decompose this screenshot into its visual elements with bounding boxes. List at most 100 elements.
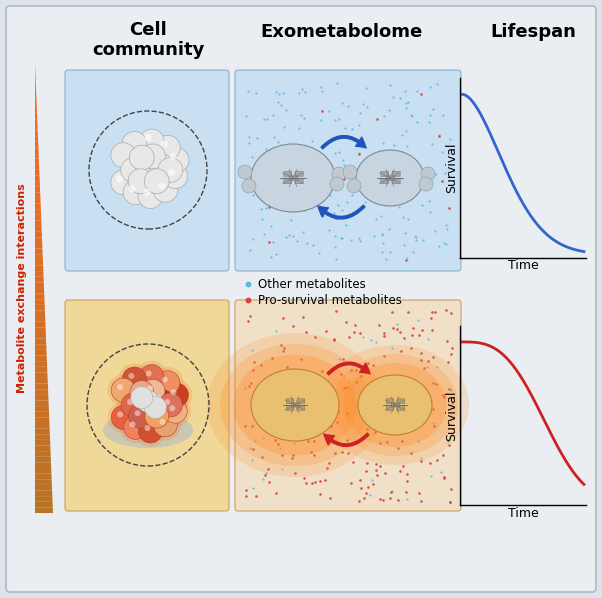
Point [337,447,346,456]
Point [379,328,389,338]
Point [408,111,417,121]
Point [256,414,265,423]
FancyArrowPatch shape [324,433,369,447]
Point [330,242,340,251]
Circle shape [136,386,142,393]
Point [296,397,305,407]
Point [333,78,343,87]
Point [304,398,314,407]
Polygon shape [35,271,43,277]
Point [423,335,433,344]
Point [294,88,304,97]
Point [315,385,325,395]
Circle shape [120,412,150,443]
Polygon shape [35,338,46,344]
Point [409,248,418,257]
Polygon shape [35,333,46,338]
Point [256,360,266,370]
Circle shape [117,411,123,417]
Point [432,169,441,179]
Point [443,437,453,446]
Text: Pro-survival metabolites: Pro-survival metabolites [258,294,402,307]
Polygon shape [35,299,45,305]
Point [251,491,261,501]
Circle shape [155,390,185,420]
Circle shape [164,383,188,407]
Point [385,425,394,434]
FancyBboxPatch shape [286,405,294,410]
Polygon shape [35,282,44,288]
Circle shape [128,169,153,194]
Point [355,475,364,485]
Point [376,211,386,221]
Point [388,173,398,183]
Point [298,372,308,382]
Point [288,450,298,460]
Circle shape [133,390,163,420]
FancyBboxPatch shape [380,172,388,176]
Polygon shape [35,355,47,361]
Circle shape [158,393,182,417]
Polygon shape [35,237,42,243]
FancyBboxPatch shape [386,405,394,410]
Point [347,191,357,200]
Circle shape [130,380,154,405]
Point [396,347,406,356]
Point [248,483,258,493]
Circle shape [138,419,163,443]
Point [385,493,395,503]
Text: Cell
community: Cell community [92,20,204,59]
Point [308,240,318,249]
Point [246,312,255,321]
Point [287,215,296,225]
Polygon shape [35,170,40,175]
Polygon shape [35,153,39,158]
Circle shape [108,375,138,405]
Point [268,399,278,408]
Point [379,495,388,505]
Ellipse shape [321,345,469,465]
Point [402,469,412,479]
Point [283,362,293,372]
Point [268,111,278,120]
Point [395,327,405,337]
Point [406,388,415,398]
Point [302,396,311,406]
Circle shape [160,396,190,426]
Point [432,379,441,389]
Point [335,147,344,157]
Point [378,138,388,148]
Point [248,234,258,244]
Polygon shape [35,209,41,215]
Point [411,231,420,240]
Point [394,428,404,437]
Point [243,317,252,327]
Circle shape [137,361,167,392]
Point [317,367,326,376]
FancyBboxPatch shape [284,179,291,184]
Point [428,105,438,114]
Point [330,115,340,125]
Point [297,431,306,440]
Point [447,343,456,353]
Point [330,231,340,241]
Point [289,405,299,415]
Point [371,338,381,347]
Polygon shape [35,350,47,355]
Y-axis label: Survival: Survival [445,390,459,441]
Point [406,448,415,458]
Point [418,235,427,245]
Point [358,100,368,109]
FancyBboxPatch shape [235,300,461,511]
Polygon shape [35,479,52,485]
Point [266,253,276,263]
Point [240,421,250,431]
Point [310,477,320,487]
Circle shape [135,416,166,446]
Circle shape [149,154,174,179]
Point [276,100,285,110]
Circle shape [154,413,178,437]
Point [389,140,399,150]
Point [436,468,445,477]
Circle shape [144,396,166,419]
